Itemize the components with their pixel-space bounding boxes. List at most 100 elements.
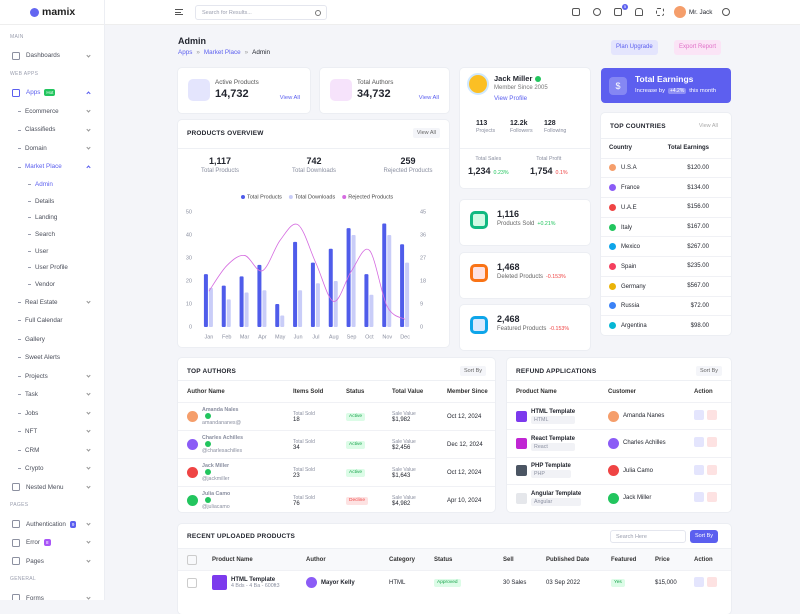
export-button[interactable]: Export Report <box>674 40 722 55</box>
y-tick-label: 40 <box>186 232 192 238</box>
view-all-button[interactable]: View All <box>698 123 718 129</box>
bar <box>293 241 298 327</box>
action-cell <box>694 437 731 449</box>
nav-item[interactable]: Details <box>0 193 104 210</box>
nav-item[interactable]: Gallery <box>0 330 104 349</box>
row-checkbox[interactable] <box>187 577 197 588</box>
settings-icon[interactable] <box>722 8 730 16</box>
nav-item[interactable]: Authentication 9 <box>0 515 104 534</box>
profile-link[interactable]: View Profile <box>494 95 528 102</box>
stat-card: Active Products 14,732 View All <box>178 68 310 113</box>
chevron <box>86 558 91 563</box>
author-handle: @jackmiller <box>202 475 230 482</box>
nav-item[interactable]: Nested Menu <box>0 478 104 497</box>
earnings-suffix: this month <box>689 88 717 94</box>
nav-item[interactable]: Vendor <box>0 276 104 293</box>
items-value: 34 <box>293 444 300 451</box>
table-header: Product Name Customer Action <box>507 380 731 402</box>
author-name: Julia Camo <box>202 491 231 498</box>
nav-item[interactable]: Forms <box>0 589 104 600</box>
reject-button[interactable] <box>707 492 717 503</box>
nav-label: Projects <box>25 372 48 380</box>
approve-button[interactable] <box>694 410 704 421</box>
menu-toggle[interactable] <box>175 9 183 15</box>
product-image <box>212 575 227 590</box>
nav-item[interactable]: Dashboards <box>0 47 104 66</box>
nav-item[interactable]: User <box>0 243 104 260</box>
nav-item[interactable]: Crypto <box>0 459 104 478</box>
table-row: HTML Template 4 Bds - 4 Ba - 600ft3 Mayor … <box>178 570 731 594</box>
nav-item[interactable]: Task <box>0 385 104 404</box>
nav-item[interactable]: Apps Hot <box>0 84 104 103</box>
status-cell: Active <box>346 440 392 449</box>
recent-table: Product Name Author Category Status Sell Publ… <box>178 548 731 594</box>
nav-item[interactable]: Ecommerce <box>0 102 104 121</box>
column-header: Category <box>389 556 416 563</box>
avatar <box>187 410 198 422</box>
language-icon[interactable] <box>572 8 580 16</box>
country-name: Germany <box>621 283 646 290</box>
nav-item[interactable]: Search <box>0 226 104 243</box>
breadcrumb-item[interactable]: Admin <box>252 49 270 56</box>
bar <box>405 262 410 327</box>
select-all[interactable] <box>187 554 197 565</box>
stat-link[interactable]: View All <box>279 95 300 101</box>
view-all-button[interactable]: View All <box>412 128 440 138</box>
nav-item[interactable]: Classifieds <box>0 121 104 140</box>
reject-button[interactable] <box>707 410 717 421</box>
status-pill: Active <box>346 412 366 421</box>
approve-button[interactable] <box>694 492 704 503</box>
nav-item[interactable]: CRM <box>0 441 104 460</box>
mini-card: 1,116 Products Sold +0.21% <box>460 200 590 245</box>
nav-item[interactable]: Sweet Alerts <box>0 348 104 367</box>
customer-cell: Amanda Nanes <box>608 410 694 422</box>
plan-upgrade-button[interactable]: Plan Upgrade <box>611 40 658 55</box>
logo[interactable]: mamix <box>0 0 104 25</box>
nav-item[interactable]: Projects <box>0 367 104 386</box>
avatar <box>608 492 619 504</box>
reject-button[interactable] <box>707 437 717 448</box>
sort-button[interactable]: Sort By <box>459 366 486 376</box>
fullscreen-icon[interactable] <box>656 8 664 16</box>
theme-icon[interactable] <box>593 8 601 16</box>
approve-button[interactable] <box>694 464 704 475</box>
search-input[interactable]: Search Here <box>610 530 686 543</box>
nav-item[interactable]: NFT <box>0 422 104 441</box>
nav-item[interactable]: Jobs <box>0 404 104 423</box>
breadcrumb-item[interactable]: Apps <box>178 49 193 56</box>
nav-label: Gallery <box>25 335 45 343</box>
author-text: Jack Miller @jackmiller <box>202 463 229 482</box>
breadcrumb-item[interactable]: Market Place <box>203 49 241 56</box>
x-tick-label: Oct <box>365 334 374 340</box>
nav-item[interactable]: Pages <box>0 552 104 571</box>
sort-button[interactable]: Sort By <box>690 530 719 543</box>
divider <box>460 148 590 149</box>
view-button[interactable] <box>694 576 704 587</box>
search-box[interactable]: Search for Results... <box>195 5 327 20</box>
column-header: Author <box>306 556 326 563</box>
y-tick-label: 0 <box>189 324 192 330</box>
notification-icon[interactable] <box>635 8 643 16</box>
date-cell: Dec 12, 2024 <box>447 441 483 448</box>
nav-label: Classifieds <box>25 126 56 134</box>
reject-button[interactable] <box>707 464 717 475</box>
cart-icon[interactable] <box>614 8 622 16</box>
nav-item[interactable]: Landing <box>0 209 104 226</box>
edit-button[interactable] <box>707 576 717 587</box>
nav-item[interactable]: User Profile <box>0 259 104 276</box>
nav-item[interactable]: Real Estate <box>0 293 104 312</box>
nav-item[interactable]: Market Place <box>0 158 104 177</box>
stat-link[interactable]: View All <box>418 95 439 101</box>
line <box>208 223 406 320</box>
nav-item[interactable]: Full Calendar <box>0 311 104 330</box>
user-name[interactable]: Mr. Jack <box>689 9 713 16</box>
product-cell: HTML Template 4 Bds - 4 Ba - 600ft3 <box>212 575 306 590</box>
approve-button[interactable] <box>694 437 704 448</box>
country-cell: Mexico <box>609 243 640 250</box>
nav-item[interactable]: Domain <box>0 139 104 158</box>
nav-item[interactable]: Admin <box>0 176 104 193</box>
nav-item[interactable]: Error 8 <box>0 533 104 552</box>
earnings-badge: +4.2% <box>667 88 687 94</box>
user-avatar[interactable] <box>674 6 686 18</box>
sort-button[interactable]: Sort By <box>695 366 722 376</box>
